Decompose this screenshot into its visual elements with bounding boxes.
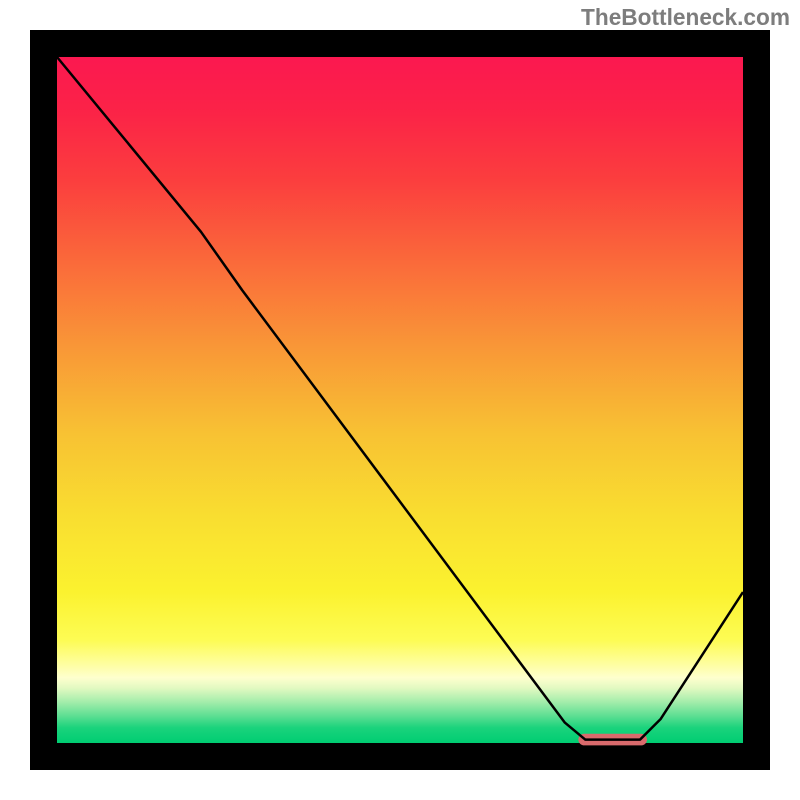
chart-frame: TheBottleneck.com	[0, 0, 800, 800]
watermark-text: TheBottleneck.com	[581, 4, 790, 31]
bottleneck-chart	[0, 0, 800, 800]
gradient-background	[57, 57, 743, 743]
